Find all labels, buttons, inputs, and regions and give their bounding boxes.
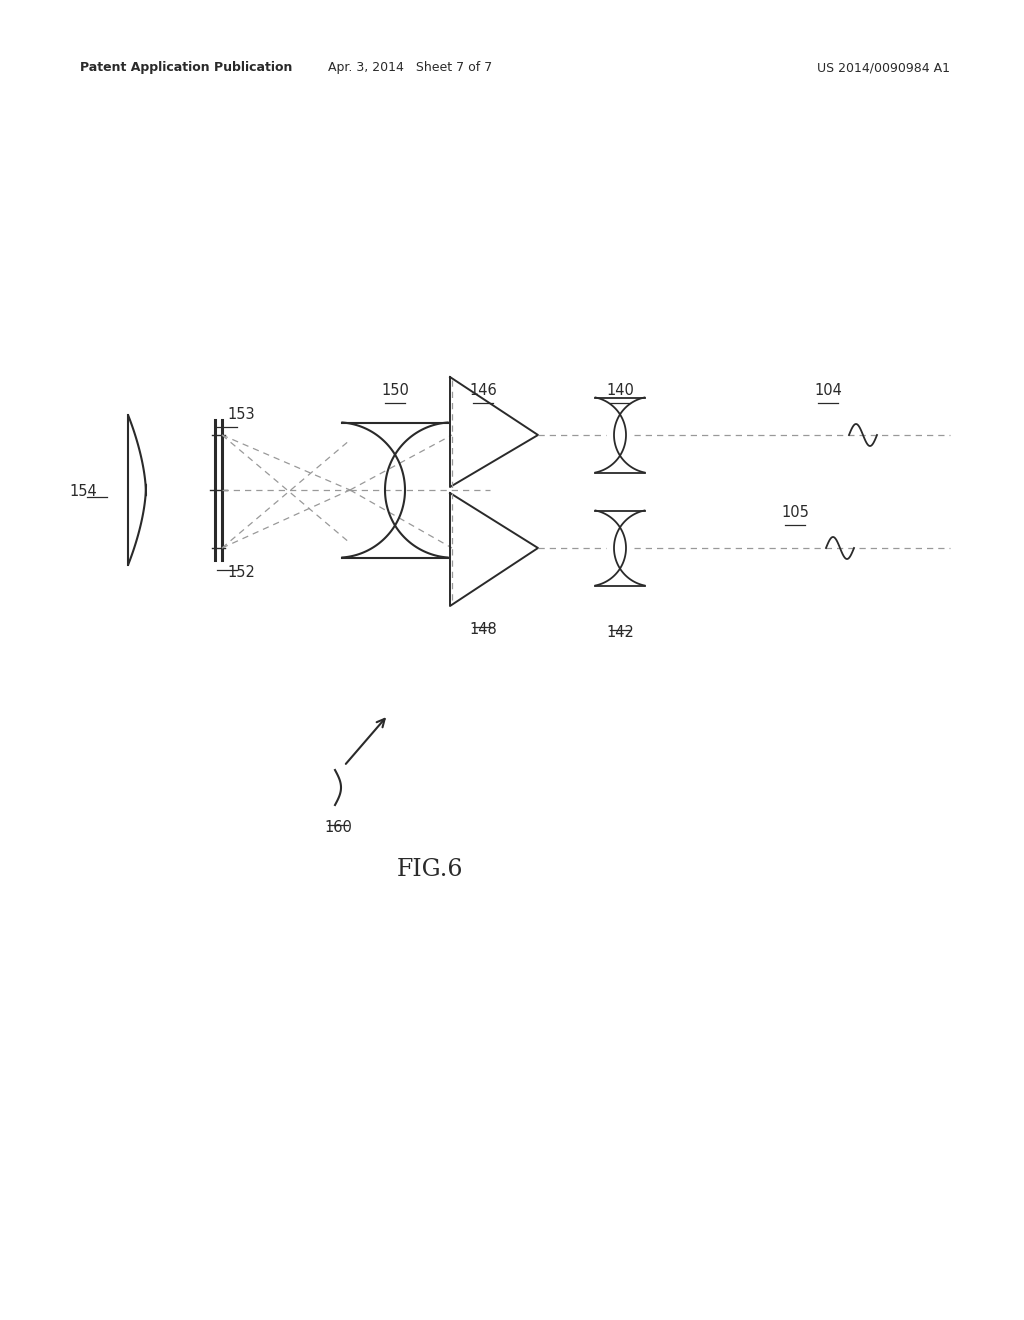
Text: Patent Application Publication: Patent Application Publication xyxy=(80,62,293,74)
Text: 153: 153 xyxy=(227,407,255,422)
Text: FIG.6: FIG.6 xyxy=(396,858,463,882)
Text: 160: 160 xyxy=(324,820,352,836)
Text: 104: 104 xyxy=(814,383,842,399)
Text: 154: 154 xyxy=(70,484,97,499)
Text: 146: 146 xyxy=(469,383,497,399)
Text: 148: 148 xyxy=(469,622,497,638)
Text: 105: 105 xyxy=(781,506,809,520)
Text: 152: 152 xyxy=(227,565,255,579)
Text: US 2014/0090984 A1: US 2014/0090984 A1 xyxy=(817,62,950,74)
Text: Apr. 3, 2014   Sheet 7 of 7: Apr. 3, 2014 Sheet 7 of 7 xyxy=(328,62,493,74)
Text: 140: 140 xyxy=(606,383,634,399)
Text: 150: 150 xyxy=(381,383,409,399)
Text: 142: 142 xyxy=(606,624,634,640)
